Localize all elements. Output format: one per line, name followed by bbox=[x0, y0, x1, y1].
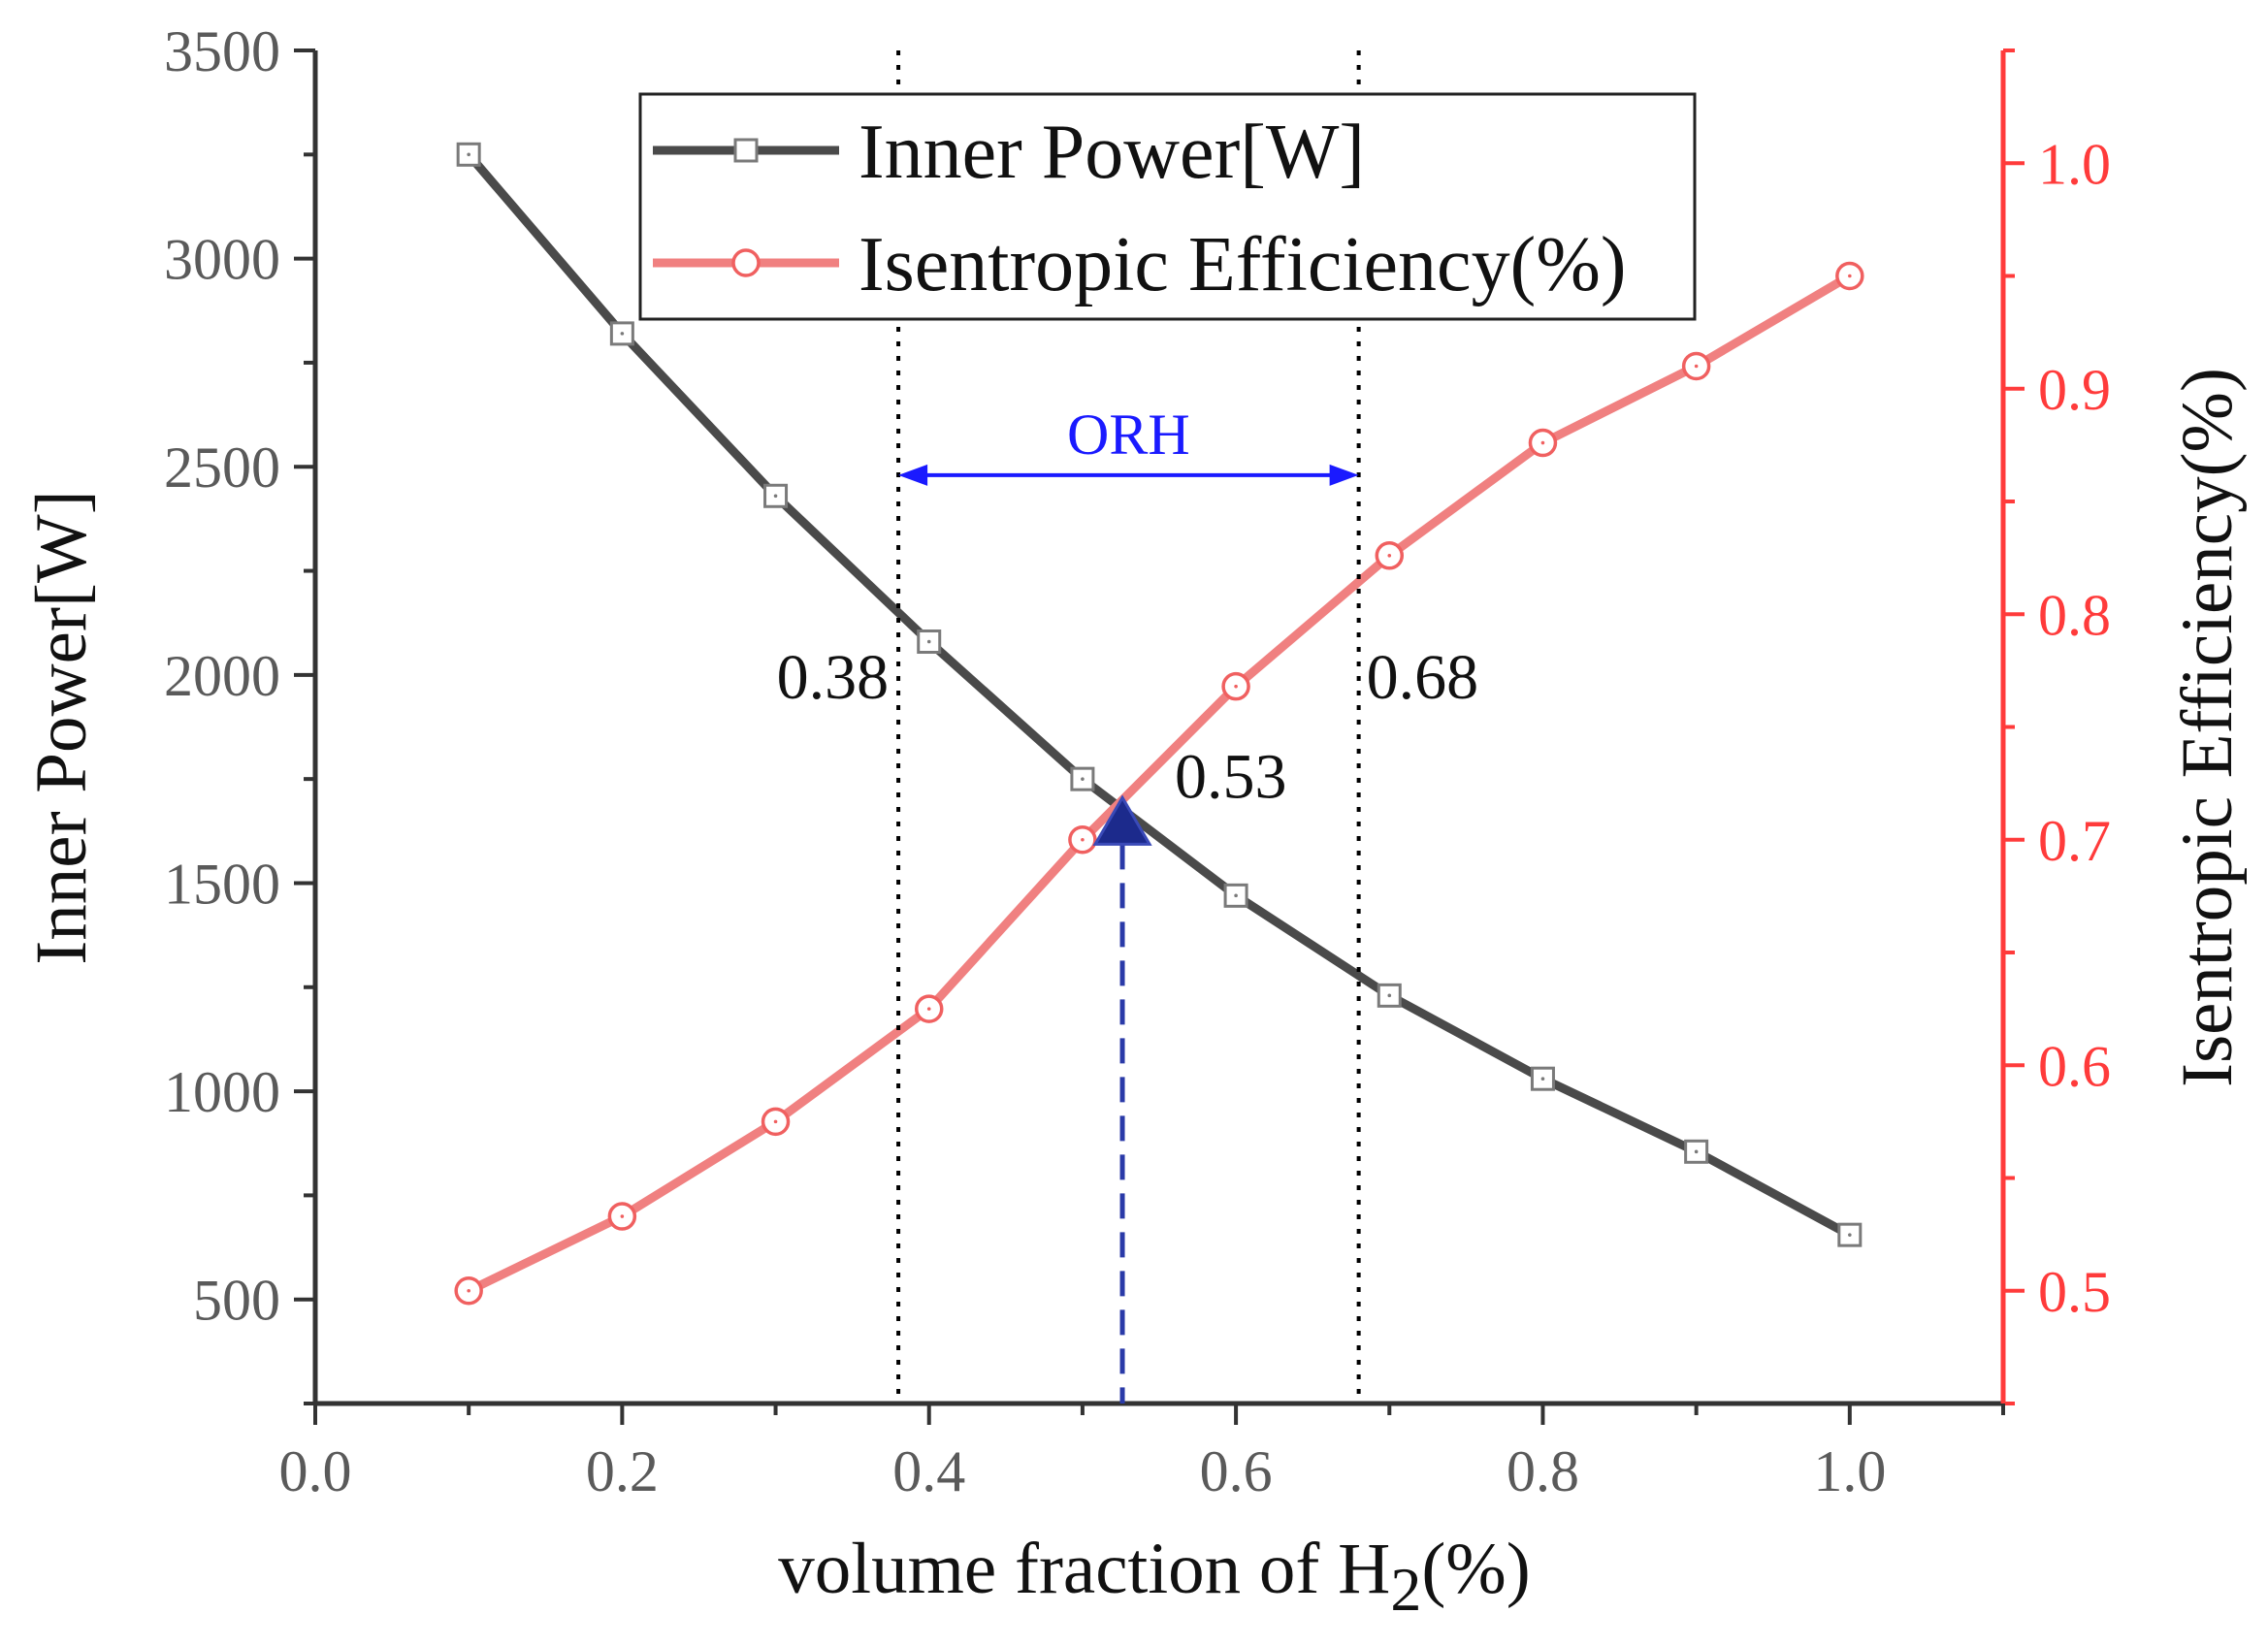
titles: Inner Power[W] Isentropic Efficiency(%) vo… bbox=[21, 368, 2248, 1624]
y-left-tick-label: 1000 bbox=[164, 1060, 280, 1124]
efficiency-point-dot bbox=[1387, 554, 1392, 558]
inner-power-point-dot bbox=[773, 494, 778, 499]
efficiency-point-dot bbox=[620, 1214, 625, 1218]
inner-power-point-dot bbox=[1694, 1149, 1699, 1154]
x-tick-label: 0.6 bbox=[1200, 1439, 1273, 1503]
efficiency-point-dot bbox=[1694, 364, 1699, 369]
legend-inner-power-marker bbox=[733, 138, 759, 163]
y-left-axis-title: Inner Power[W] bbox=[21, 490, 102, 964]
x-axis-title-subscript: 2 bbox=[1390, 1555, 1421, 1624]
inner-power-point-dot bbox=[1387, 993, 1392, 998]
legend-inner-power-label: Inner Power[W] bbox=[859, 110, 1365, 195]
x-axis-title-main: volume fraction of H bbox=[778, 1529, 1390, 1609]
y-right-tick-label: 1.0 bbox=[2038, 132, 2111, 196]
efficiency-point-dot bbox=[1234, 684, 1238, 689]
efficiency-point-dot bbox=[773, 1119, 778, 1124]
right-boundary-label: 0.68 bbox=[1367, 642, 1479, 713]
efficiency-point-dot bbox=[1540, 440, 1545, 445]
y-right-tick-label: 0.6 bbox=[2038, 1034, 2111, 1098]
axes: 500 1000 1500 2000 2500 3000 3500 0.5 0.6 0.7 0.8 0… bbox=[164, 19, 2111, 1503]
left-boundary-label: 0.38 bbox=[777, 642, 890, 713]
y-right-tick-label: 0.9 bbox=[2038, 358, 2111, 422]
orh-arrow-head-left bbox=[898, 464, 928, 486]
y-left-tick-label: 1500 bbox=[164, 852, 280, 916]
legend-box bbox=[638, 92, 1697, 321]
orh-label: ORH bbox=[1067, 403, 1190, 467]
inner-power-point-dot bbox=[1848, 1233, 1852, 1237]
efficiency-line bbox=[464, 272, 1855, 1296]
orh-arrow-head-right bbox=[1329, 464, 1359, 486]
legend-efficiency-marker bbox=[731, 248, 761, 277]
x-axis-title-suffix: (%) bbox=[1421, 1529, 1530, 1609]
y-right-tick-label: 0.5 bbox=[2038, 1260, 2111, 1324]
y-right-axis-title: Isentropic Efficiency(%) bbox=[2167, 368, 2248, 1087]
efficiency-point-dot bbox=[1081, 837, 1085, 842]
x-tick-label: 1.0 bbox=[1813, 1439, 1886, 1503]
y-left-tick-label: 3000 bbox=[164, 228, 280, 292]
y-left-tick-label: 500 bbox=[193, 1269, 280, 1333]
x-tick-label: 0.0 bbox=[279, 1439, 352, 1503]
x-tick-label: 0.4 bbox=[892, 1439, 965, 1503]
efficiency-point-dot bbox=[467, 1288, 470, 1293]
efficiency-point-dot bbox=[926, 1007, 931, 1011]
intersection-label: 0.53 bbox=[1175, 741, 1287, 812]
legend-efficiency-label: Isentropic Efficiency(%) bbox=[859, 222, 1626, 307]
efficiency-point-dot bbox=[1848, 274, 1852, 278]
y-right-tick-label: 0.7 bbox=[2038, 809, 2111, 873]
inner-power-point-dot bbox=[926, 639, 931, 644]
intersection-marker bbox=[1092, 794, 1152, 846]
series-layer bbox=[454, 142, 1864, 1306]
annotations: ORH 0.38 0.68 0.53 bbox=[777, 50, 1479, 1404]
x-axis-title: volume fraction of H2(%) bbox=[778, 1529, 1531, 1624]
y-left-tick-label: 2000 bbox=[164, 644, 280, 708]
y-right-tick-label: 0.8 bbox=[2038, 583, 2111, 647]
inner-power-point-dot bbox=[620, 332, 625, 336]
inner-power-point-dot bbox=[1081, 777, 1085, 781]
inner-power-point-dot bbox=[1234, 893, 1238, 898]
x-tick-label: 0.8 bbox=[1507, 1439, 1579, 1503]
y-left-tick-label: 2500 bbox=[164, 436, 280, 500]
inner-power-line bbox=[464, 149, 1855, 1240]
y-left-tick-label: 3500 bbox=[164, 19, 280, 83]
legend: Inner Power[W] Isentropic Efficiency(%) bbox=[638, 92, 1697, 321]
inner-power-point-dot bbox=[467, 152, 470, 157]
inner-power-point-dot bbox=[1540, 1077, 1545, 1081]
x-tick-label: 0.2 bbox=[586, 1439, 659, 1503]
